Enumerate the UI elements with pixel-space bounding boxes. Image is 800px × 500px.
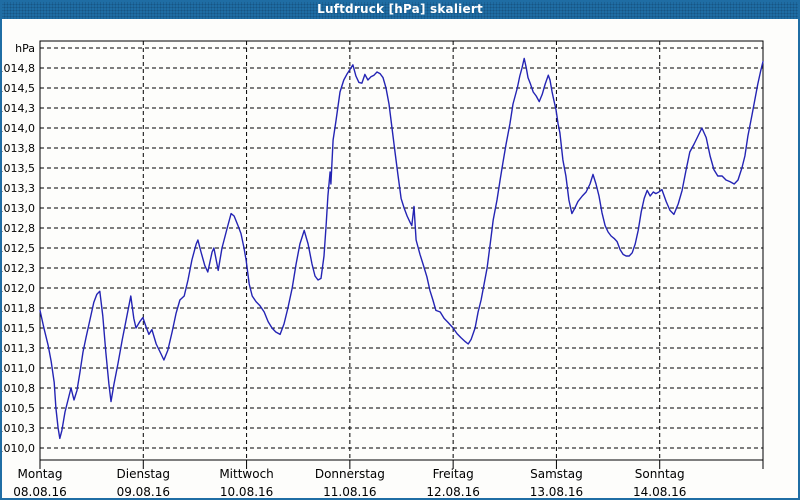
y-tick-label: 1014,0 bbox=[0, 122, 35, 135]
x-day-date-label: 11.08.16 bbox=[323, 485, 376, 499]
x-day-date-label: 08.08.16 bbox=[13, 485, 66, 499]
y-tick-label: 1011,3 bbox=[0, 342, 35, 355]
x-day-name-label: Montag bbox=[18, 467, 63, 481]
x-day-date-label: 10.08.16 bbox=[220, 485, 273, 499]
plot-border bbox=[39, 40, 764, 461]
y-tick-label: 1010,5 bbox=[0, 402, 35, 415]
title-bar[interactable]: Luftdruck [hPa] skaliert bbox=[0, 0, 800, 19]
y-tick-label: 1013,0 bbox=[0, 202, 35, 215]
y-tick-label: 1013,3 bbox=[0, 182, 35, 195]
y-tick-label: 1010,3 bbox=[0, 422, 35, 435]
x-day-name-label: Dienstag bbox=[117, 467, 171, 481]
x-day-date-label: 13.08.16 bbox=[530, 485, 583, 499]
y-tick-label: 1013,8 bbox=[0, 142, 35, 155]
y-tick-label: 1011,5 bbox=[0, 322, 35, 335]
y-tick-label: 1014,3 bbox=[0, 102, 35, 115]
y-tick-label: 1010,8 bbox=[0, 382, 35, 395]
y-tick-label: 1011,0 bbox=[0, 362, 35, 375]
x-day-name-label: Mittwoch bbox=[219, 467, 273, 481]
y-tick-label: 1012,8 bbox=[0, 222, 35, 235]
y-tick-label: 1010,0 bbox=[0, 442, 35, 455]
y-tick-label: 1011,8 bbox=[0, 302, 35, 315]
x-day-name-label: Donnerstag bbox=[315, 467, 385, 481]
window-title: Luftdruck [hPa] skaliert bbox=[317, 2, 483, 16]
y-tick-label: 1014,8 bbox=[0, 62, 35, 75]
y-axis-unit-label: hPa bbox=[15, 42, 35, 55]
y-tick-label: 1012,3 bbox=[0, 262, 35, 275]
x-day-date-label: 09.08.16 bbox=[117, 485, 170, 499]
x-day-date-label: 12.08.16 bbox=[426, 485, 479, 499]
x-day-name-label: Freitag bbox=[433, 467, 474, 481]
x-day-date-label: 14.08.16 bbox=[633, 485, 686, 499]
pressure-line-series bbox=[39, 57, 764, 440]
y-tick-label: 1012,0 bbox=[0, 282, 35, 295]
y-tick-label: 1013,5 bbox=[0, 162, 35, 175]
x-day-name-label: Sonntag bbox=[635, 467, 685, 481]
x-day-name-label: Samstag bbox=[530, 467, 583, 481]
y-tick-label: 1014,5 bbox=[0, 82, 35, 95]
y-tick-label: 1012,5 bbox=[0, 242, 35, 255]
